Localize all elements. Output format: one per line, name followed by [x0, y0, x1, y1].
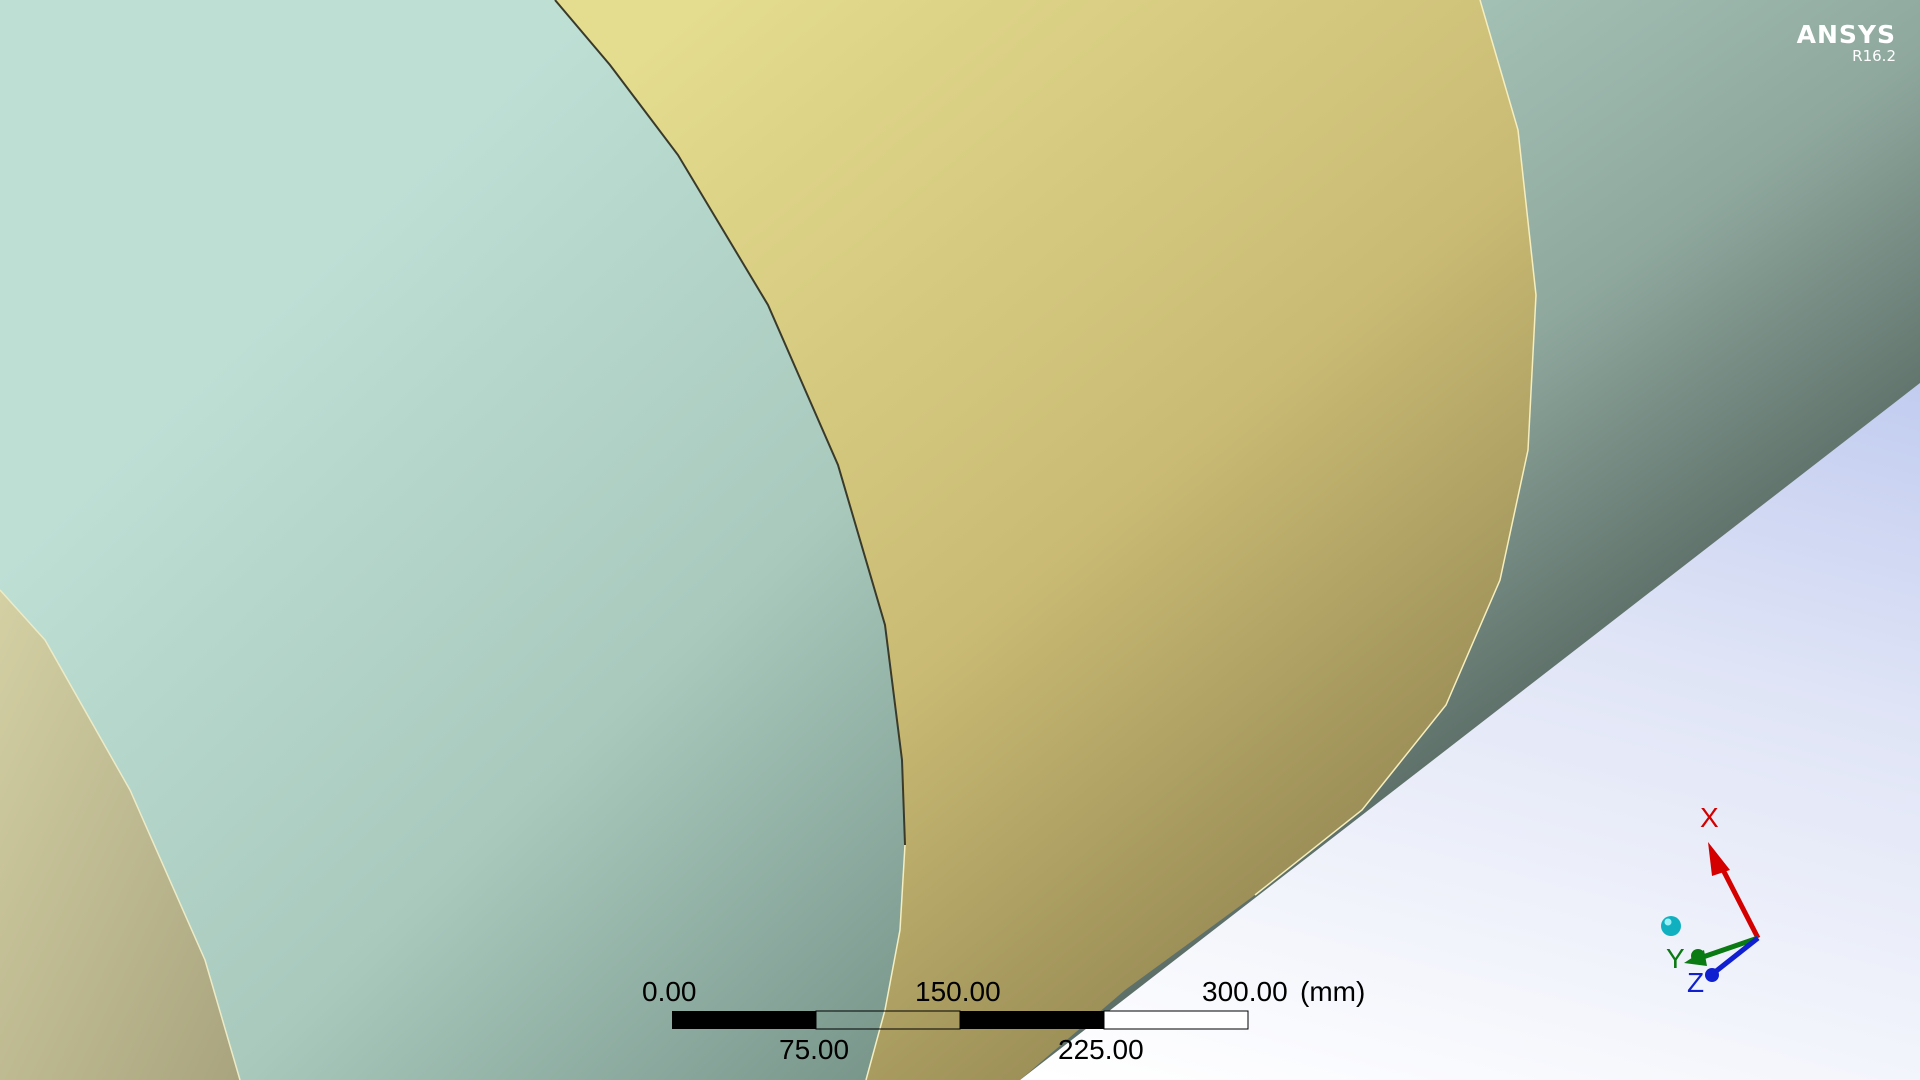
body-edge [554, 0, 906, 846]
isometric-view-ball[interactable] [1661, 916, 1681, 936]
scale-bar-segment-4 [1103, 1010, 1249, 1030]
ansys-logo: ANSYS R16.2 [1796, 20, 1896, 65]
scale-label-0: 0.00 [642, 976, 697, 1007]
scale-bar-segment-3 [960, 1011, 1104, 1029]
x-axis-label: X [1700, 802, 1719, 833]
scale-label-75: 75.00 [779, 1034, 850, 1065]
y-axis-line [1699, 935, 1759, 961]
body-face-yellow-left[interactable] [0, 590, 240, 1080]
scale-unit: (mm) [1300, 976, 1366, 1007]
axis-triad[interactable]: X Y Z [1661, 802, 1761, 998]
scale-label-300: 300.00 [1202, 976, 1288, 1007]
scale-label-225: 225.00 [1058, 1034, 1144, 1065]
body-edge-light-left [0, 589, 241, 1080]
x-axis-arrowhead [1708, 842, 1730, 876]
y-axis-ball [1691, 949, 1705, 963]
body-edge-light-right [1254, 0, 1537, 896]
logo-product-name: ANSYS [1796, 20, 1896, 49]
scale-label-150: 150.00 [915, 976, 1001, 1007]
logo-release: R16.2 [1852, 47, 1896, 65]
y-axis-label: Y [1666, 943, 1685, 974]
z-axis-line [1713, 936, 1760, 974]
z-axis-ball [1705, 968, 1719, 982]
scale-bar [672, 1010, 1249, 1030]
scale-bar-segment-1 [672, 1011, 816, 1029]
body-face-yellow[interactable] [555, 0, 1536, 1080]
body-face-green-left[interactable] [0, 0, 905, 1080]
isometric-view-ball-highlight [1664, 918, 1672, 926]
z-axis-label: Z [1687, 967, 1704, 998]
body-edge-light [865, 844, 906, 1080]
x-axis-line [1715, 858, 1761, 940]
